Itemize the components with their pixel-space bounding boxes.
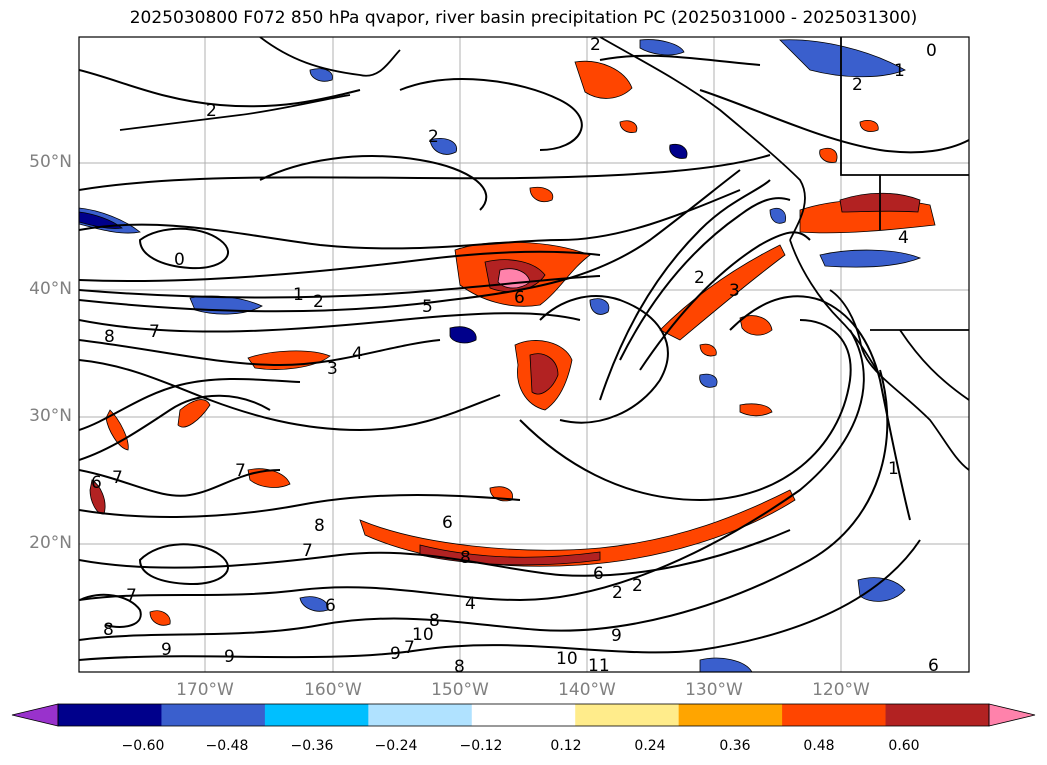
colorbar-tick: 0.60: [888, 738, 920, 754]
colorbar-segment: [782, 704, 887, 726]
map-title: 2025030800 F072 850 hPa qvapor, river ba…: [129, 8, 918, 28]
colorbar-segment: [678, 704, 783, 726]
contour-labels: 2 2 2 1 0 0 1 2 5 6 2 3 2 4 8 7 3 4 7 6 …: [91, 35, 939, 677]
contour-label: 6: [928, 656, 939, 676]
lat-label: 20°N: [29, 533, 72, 553]
contour-label: 4: [465, 594, 476, 614]
colorbar-tick: 0.12: [550, 738, 582, 754]
lon-label: 120°W: [812, 680, 870, 700]
contour-label: 7: [126, 586, 137, 606]
contour-label: 9: [390, 644, 401, 664]
colorbar-segment: [368, 704, 473, 726]
colorbar-segment: [471, 704, 576, 726]
contour-label: 8: [104, 327, 115, 347]
qvapor-contours: [79, 54, 969, 661]
colorbar-segment: [575, 704, 680, 726]
contour-label: 9: [224, 647, 235, 667]
contour-label: 11: [588, 656, 610, 676]
contour-label: 2: [632, 576, 643, 596]
contour-label: 10: [556, 649, 578, 669]
contour-label: 7: [112, 468, 123, 488]
contour-label: 8: [429, 611, 440, 631]
contour-label: 7: [404, 638, 415, 658]
colorbar-tick: −0.48: [205, 738, 249, 754]
lat-label: 30°N: [29, 406, 72, 426]
lon-label: 160°W: [304, 680, 362, 700]
colorbar-extend-high: [988, 703, 1036, 727]
contour-label: 4: [898, 228, 909, 248]
colorbar-tick: −0.36: [290, 738, 334, 754]
contour-label: 8: [454, 657, 465, 677]
colorbar-segment: [161, 704, 266, 726]
lon-label: 140°W: [558, 680, 616, 700]
lon-label: 170°W: [176, 680, 234, 700]
colorbar-tick: 0.36: [719, 738, 751, 754]
plot-frame: [78, 36, 970, 673]
contour-label: 2: [694, 268, 705, 288]
coastlines: [119, 37, 969, 471]
lon-label: 130°W: [685, 680, 743, 700]
precip-fill-positive: [89, 60, 936, 626]
colorbar-tick: 0.24: [634, 738, 666, 754]
contour-label: 6: [593, 564, 604, 584]
contour-label: 1: [888, 459, 899, 479]
colorbar-segment: [58, 704, 162, 726]
contour-label: 4: [352, 344, 363, 364]
contour-label: 3: [729, 281, 740, 301]
colorbar-frame: [57, 703, 990, 727]
gridlines: [79, 37, 969, 672]
plot-area: [79, 37, 969, 672]
colorbar-segments: [58, 704, 990, 726]
contour-label: 2: [206, 101, 217, 121]
contour-label: 6: [91, 473, 102, 493]
precip-fill-negative: [79, 39, 922, 672]
contour-label: 8: [460, 548, 471, 568]
colorbar-tick: −0.12: [459, 738, 503, 754]
contour-label: 9: [161, 640, 172, 660]
lat-label: 40°N: [29, 279, 72, 299]
lat-label: 50°N: [29, 152, 72, 172]
contour-label: 8: [314, 516, 325, 536]
contour-label: 1: [293, 285, 304, 305]
colorbar-segment: [885, 704, 990, 726]
contour-label: 0: [174, 250, 185, 270]
colorbar-segment: [264, 704, 369, 726]
colorbar-extend-low: [11, 703, 59, 727]
contour-label: 5: [422, 297, 433, 317]
colorbar-tick: −0.24: [374, 738, 418, 754]
contour-label: 8: [103, 620, 114, 640]
contour-label: 2: [612, 583, 623, 603]
contour-label: 7: [235, 461, 246, 481]
contour-label: 2: [852, 75, 863, 95]
contour-label: 10: [412, 625, 434, 645]
contour-label: 6: [442, 513, 453, 533]
contour-label: 2: [313, 292, 324, 312]
colorbar-tick: −0.60: [121, 738, 165, 754]
contour-label: 3: [327, 359, 338, 379]
lon-label: 150°W: [431, 680, 489, 700]
contour-label: 7: [302, 541, 313, 561]
contour-label: 7: [149, 322, 160, 342]
contour-label: 0: [926, 41, 937, 61]
contour-label: 6: [514, 288, 525, 308]
contour-label: 2: [590, 35, 601, 55]
colorbar-tick: 0.48: [803, 738, 835, 754]
contour-label: 9: [611, 626, 622, 646]
contour-label: 2: [428, 127, 439, 147]
contour-label: 1: [894, 61, 905, 81]
contour-label: 6: [325, 596, 336, 616]
